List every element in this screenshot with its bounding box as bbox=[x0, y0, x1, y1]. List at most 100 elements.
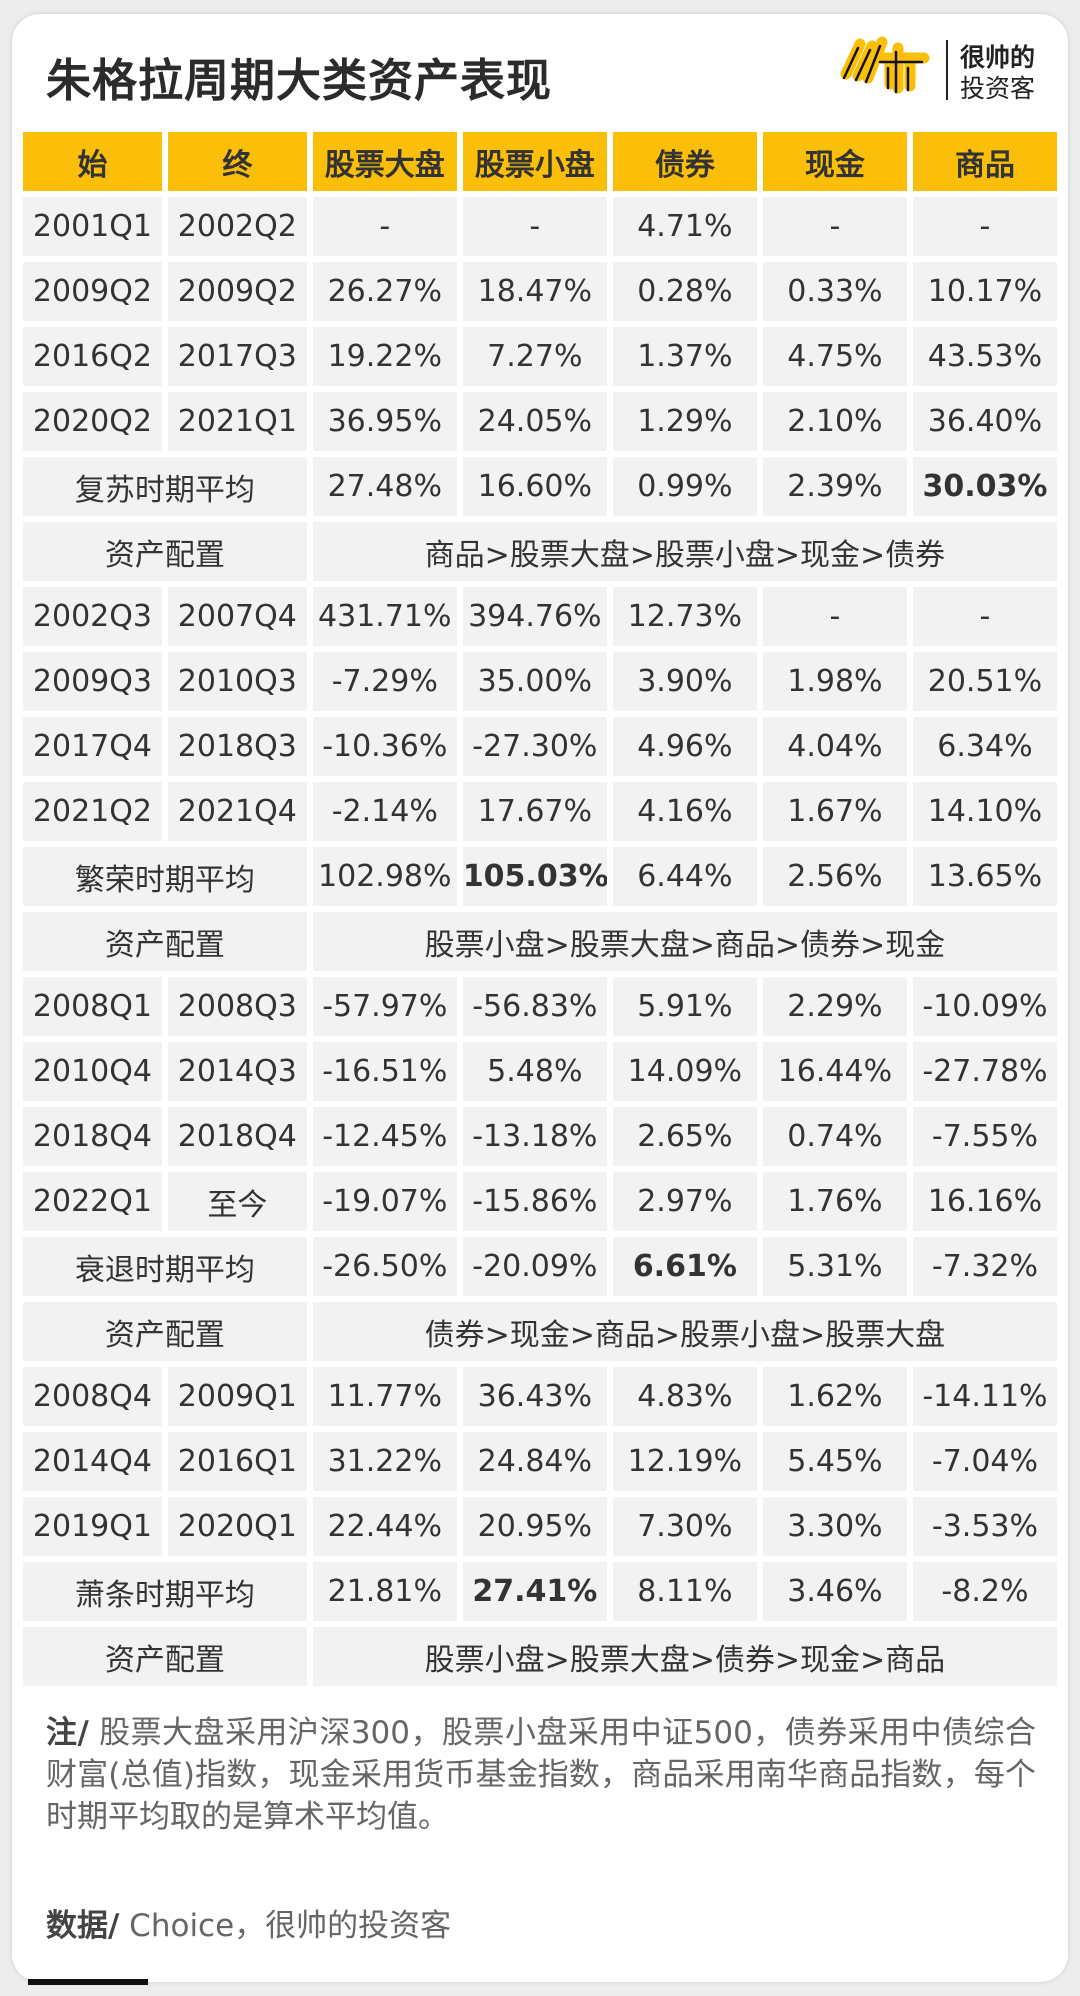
cell: -19.07% bbox=[312, 1172, 457, 1231]
cell: -26.50% bbox=[312, 1237, 457, 1296]
cell: 12.73% bbox=[612, 587, 757, 646]
header-small-cap: 股票小盘 bbox=[462, 132, 607, 191]
brand-logo: 很帅的 投资客 bbox=[838, 34, 1050, 106]
cell: 43.53% bbox=[912, 327, 1057, 386]
cell: 18.47% bbox=[462, 262, 607, 321]
allocation-order: 股票小盘>股票大盘>商品>债券>现金 bbox=[312, 912, 1057, 971]
cell: 2008Q3 bbox=[167, 977, 307, 1036]
source-label: 数据/ bbox=[46, 1908, 120, 1944]
allocation-order: 债券>现金>商品>股票小盘>股票大盘 bbox=[312, 1302, 1057, 1361]
cell: 2018Q4 bbox=[167, 1107, 307, 1166]
cell: -12.45% bbox=[312, 1107, 457, 1166]
cell: 4.71% bbox=[612, 197, 757, 256]
table-row: 2022Q1 至今 -19.07% -15.86% 2.97% 1.76% 16.16% bbox=[23, 1172, 1057, 1231]
cell: 0.28% bbox=[612, 262, 757, 321]
cell: -57.97% bbox=[312, 977, 457, 1036]
logo-text: 很帅的 投资客 bbox=[960, 42, 1035, 104]
cell: 2009Q2 bbox=[23, 262, 162, 321]
cell: 1.98% bbox=[762, 652, 907, 711]
header-bonds: 债券 bbox=[612, 132, 757, 191]
cell: 1.62% bbox=[762, 1367, 907, 1426]
cell: 2.29% bbox=[762, 977, 907, 1036]
cell: -20.09% bbox=[462, 1237, 607, 1296]
cell: 至今 bbox=[167, 1172, 307, 1231]
cell: 11.77% bbox=[312, 1367, 457, 1426]
table-row: 2021Q2 2021Q4 -2.14% 17.67% 4.16% 1.67% 14.10% bbox=[23, 782, 1057, 841]
cell: 1.76% bbox=[762, 1172, 907, 1231]
cell: 16.16% bbox=[912, 1172, 1057, 1231]
cell: -56.83% bbox=[462, 977, 607, 1036]
table-row: 2017Q4 2018Q3 -10.36% -27.30% 4.96% 4.04% 6.34… bbox=[23, 717, 1057, 776]
cell: 2010Q4 bbox=[23, 1042, 162, 1101]
cell-highlight: 30.03% bbox=[912, 457, 1057, 516]
cell: 1.37% bbox=[612, 327, 757, 386]
cell: 5.45% bbox=[762, 1432, 907, 1491]
cell: 5.48% bbox=[462, 1042, 607, 1101]
header-commodities: 商品 bbox=[912, 132, 1057, 191]
cell: 2.97% bbox=[612, 1172, 757, 1231]
cell: 1.29% bbox=[612, 392, 757, 451]
recession-allocation-row: 资产配置 债券>现金>商品>股票小盘>股票大盘 bbox=[23, 1302, 1057, 1361]
average-label: 繁荣时期平均 bbox=[23, 847, 307, 906]
cell: 2002Q3 bbox=[23, 587, 162, 646]
header-large-cap: 股票大盘 bbox=[312, 132, 457, 191]
cell: 2018Q4 bbox=[23, 1107, 162, 1166]
cell: 6.34% bbox=[912, 717, 1057, 776]
cell: -7.04% bbox=[912, 1432, 1057, 1491]
allocation-label: 资产配置 bbox=[23, 522, 307, 581]
cell: 2020Q2 bbox=[23, 392, 162, 451]
cell: - bbox=[762, 197, 907, 256]
boom-average-row: 繁荣时期平均 102.98% 105.03% 6.44% 2.56% 13.65% bbox=[23, 847, 1057, 906]
cell: -16.51% bbox=[312, 1042, 457, 1101]
cell: 2014Q3 bbox=[167, 1042, 307, 1101]
header-end: 终 bbox=[167, 132, 307, 191]
cell: 20.51% bbox=[912, 652, 1057, 711]
cell: 2.39% bbox=[762, 457, 907, 516]
table-row: 2008Q4 2009Q1 11.77% 36.43% 4.83% 1.62% -14.11… bbox=[23, 1367, 1057, 1426]
cell: 2.56% bbox=[762, 847, 907, 906]
cell: 2021Q2 bbox=[23, 782, 162, 841]
allocation-order: 商品>股票大盘>股票小盘>现金>债券 bbox=[312, 522, 1057, 581]
cell: 0.33% bbox=[762, 262, 907, 321]
cell: 5.31% bbox=[762, 1237, 907, 1296]
cell: 2008Q1 bbox=[23, 977, 162, 1036]
allocation-label: 资产配置 bbox=[23, 912, 307, 971]
cell: 7.30% bbox=[612, 1497, 757, 1556]
table-row: 2009Q2 2009Q2 26.27% 18.47% 0.28% 0.33% 10.17% bbox=[23, 262, 1057, 321]
footnote-text: 股票大盘采用沪深300，股票小盘采用中证500，债券采用中债综合财富(总值)指数… bbox=[46, 1715, 1036, 1835]
cell: 36.40% bbox=[912, 392, 1057, 451]
cell: 4.83% bbox=[612, 1367, 757, 1426]
cell: -2.14% bbox=[312, 782, 457, 841]
recovery-allocation-row: 资产配置 商品>股票大盘>股票小盘>现金>债券 bbox=[23, 522, 1057, 581]
header-start: 始 bbox=[23, 132, 162, 191]
cell: -14.11% bbox=[912, 1367, 1057, 1426]
asset-performance-table: 始 终 股票大盘 股票小盘 债券 现金 商品 2001Q1 2002Q2- -4.7… bbox=[17, 126, 1063, 1692]
cell: 20.95% bbox=[462, 1497, 607, 1556]
boom-allocation-row: 资产配置 股票小盘>股票大盘>商品>债券>现金 bbox=[23, 912, 1057, 971]
cell: - bbox=[912, 587, 1057, 646]
cell: 2016Q1 bbox=[167, 1432, 307, 1491]
cell: 14.09% bbox=[612, 1042, 757, 1101]
cell: -10.36% bbox=[312, 717, 457, 776]
cell: - bbox=[462, 197, 607, 256]
cell: 2009Q2 bbox=[167, 262, 307, 321]
table-row: 2008Q1 2008Q3 -57.97% -56.83% 5.91% 2.29% -10.… bbox=[23, 977, 1057, 1036]
cell: -13.18% bbox=[462, 1107, 607, 1166]
depression-allocation-row: 资产配置 股票小盘>股票大盘>债券>现金>商品 bbox=[23, 1627, 1057, 1686]
cell: -7.32% bbox=[912, 1237, 1057, 1296]
cell: -10.09% bbox=[912, 977, 1057, 1036]
cell: 8.11% bbox=[612, 1562, 757, 1621]
cell: 2017Q3 bbox=[167, 327, 307, 386]
logo-divider bbox=[946, 40, 948, 100]
cell: 0.99% bbox=[612, 457, 757, 516]
cell-highlight: 6.61% bbox=[612, 1237, 757, 1296]
cell: - bbox=[762, 587, 907, 646]
allocation-label: 资产配置 bbox=[23, 1302, 307, 1361]
cell: 13.65% bbox=[912, 847, 1057, 906]
cell: 12.19% bbox=[612, 1432, 757, 1491]
cell: 2010Q3 bbox=[167, 652, 307, 711]
cell: -15.86% bbox=[462, 1172, 607, 1231]
cell: -7.29% bbox=[312, 652, 457, 711]
cell: 31.22% bbox=[312, 1432, 457, 1491]
cell: 7.27% bbox=[462, 327, 607, 386]
